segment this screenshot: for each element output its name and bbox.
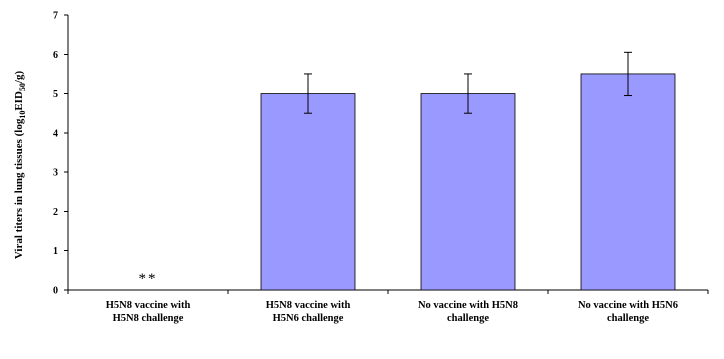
y-ticks: 0 1 2 3 4 5 6 7 [53,11,68,297]
y-tick-label: 4 [53,128,58,139]
category-label: No vaccine with H5N8 challenge [418,300,518,324]
bar [420,93,516,291]
y-tick-label: 3 [53,168,58,179]
category-labels: H5N8 vaccine with H5N8 challenge H5N8 vacc… [106,300,678,324]
y-tick-label: 0 [53,286,58,297]
y-tick-label: 1 [53,246,58,257]
y-tick-label: 5 [53,89,58,100]
category-label: H5N8 vaccine with H5N6 challenge [266,300,351,324]
category-label: H5N8 vaccine with H5N8 challenge [106,300,191,324]
y-tick-label: 6 [53,50,58,61]
bars: ** [139,51,676,291]
bar [580,73,676,291]
y-tick-label: 7 [53,11,58,22]
y-tick-label: 2 [53,207,58,218]
y-axis-title: Viral titers in lung tissues (log10EID50… [13,71,27,260]
category-label: No vaccine with H5N6 challenge [578,300,678,324]
significance-annotation: ** [139,271,158,287]
bar [260,93,356,291]
